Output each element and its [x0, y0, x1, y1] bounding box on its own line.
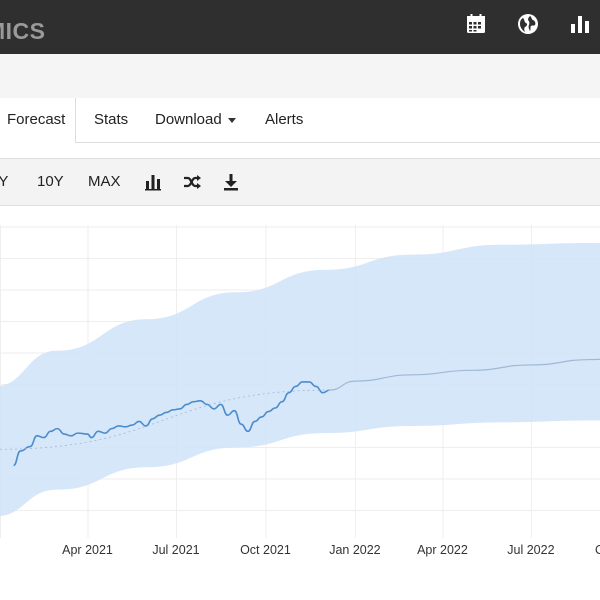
shuffle-icon[interactable] — [182, 172, 202, 192]
bar-chart-icon[interactable] — [568, 12, 592, 36]
tab-forecast-label: Forecast — [7, 111, 66, 128]
tab-alerts[interactable]: Alerts — [265, 98, 303, 142]
x-tick-label: Jul 2022 — [507, 543, 554, 557]
forecast-line — [329, 358, 600, 391]
tab-forecast[interactable]: Forecast — [0, 98, 77, 143]
brand-logo[interactable]: MICS — [0, 18, 46, 44]
tab-stats[interactable]: Stats — [94, 98, 128, 142]
top-navbar: MICS — [0, 0, 600, 54]
x-tick-label: Jan 2022 — [329, 543, 380, 557]
forecast-chart: Apr 2021 Jul 2021 Oct 2021 Jan 2022 Apr 2022… — [0, 205, 600, 600]
range-10y-button[interactable]: 10Y — [37, 173, 64, 190]
range-max-button[interactable]: MAX — [88, 173, 121, 190]
tab-stats-label: Stats — [94, 111, 129, 128]
caret-down-icon — [227, 117, 236, 123]
range-5y-button[interactable]: 5Y — [0, 173, 9, 190]
tab-bar: Forecast Stats Download Alerts — [0, 98, 600, 143]
forecast-chart-svg: Apr 2021 Jul 2021 Oct 2021 Jan 2022 Apr 2022… — [0, 225, 600, 557]
sub-header-strip — [0, 54, 600, 99]
download-icon[interactable] — [221, 172, 241, 192]
bar-chart-icon[interactable] — [143, 172, 163, 192]
tab-download[interactable]: Download — [155, 98, 236, 142]
x-tick-label: Oct 2021 — [240, 543, 291, 557]
tab-download-label: Download — [155, 111, 222, 128]
tab-alerts-label: Alerts — [265, 111, 304, 128]
historical-line — [13, 381, 330, 467]
x-tick-label: Apr 2022 — [417, 543, 468, 557]
x-tick-label: Apr 2021 — [62, 543, 113, 557]
x-tick-label: Jul 2021 — [152, 543, 199, 557]
chart-toolbar: 5Y 10Y MAX — [0, 158, 600, 206]
globe-icon[interactable] — [516, 12, 540, 36]
x-tick-label: Oct 2022 — [595, 543, 600, 557]
calendar-icon[interactable] — [464, 12, 488, 36]
confidence-band — [0, 242, 600, 517]
